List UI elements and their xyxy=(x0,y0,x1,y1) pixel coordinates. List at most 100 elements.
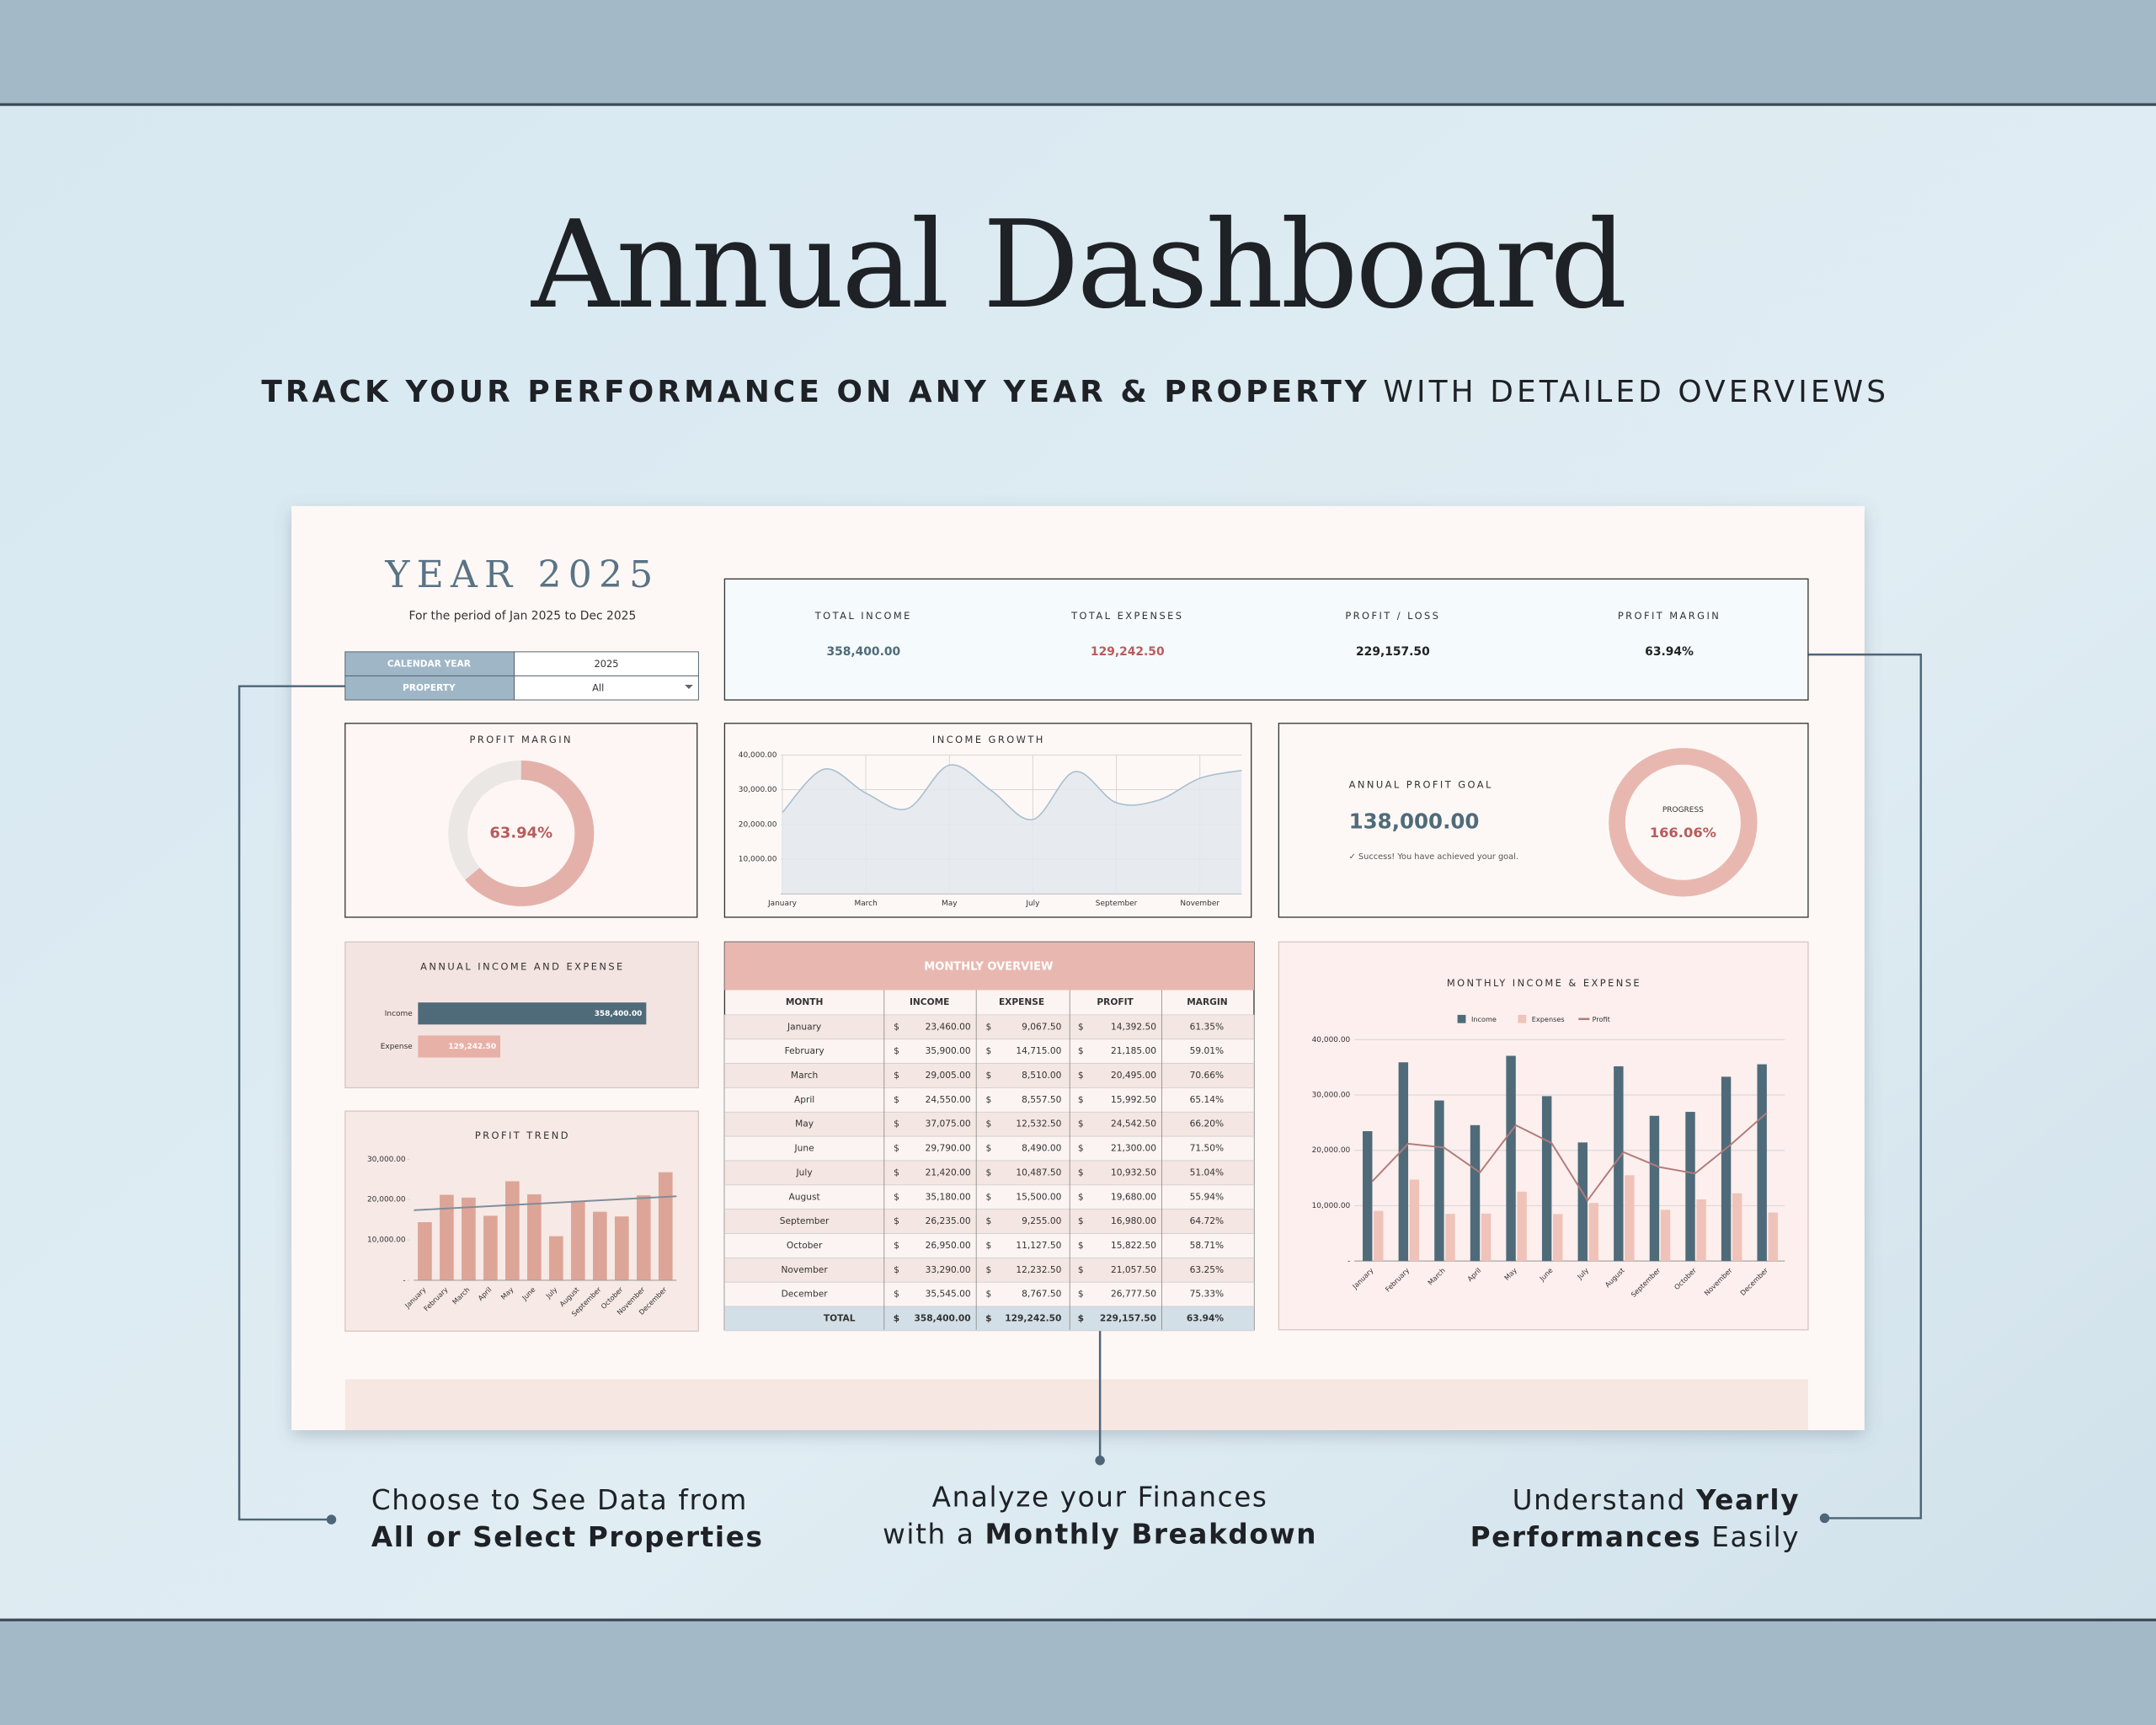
bar xyxy=(1409,1179,1420,1262)
currency-symbol: $ xyxy=(894,1215,899,1226)
bar xyxy=(440,1194,454,1280)
currency-symbol: $ xyxy=(985,1119,991,1130)
line xyxy=(1371,1112,1768,1203)
kpi-label: PROFIT MARGIN xyxy=(1618,610,1721,622)
table-cell: 21,420.00 xyxy=(926,1167,971,1178)
trend-line xyxy=(414,1195,677,1211)
currency-symbol: $ xyxy=(985,1264,991,1275)
bar xyxy=(1721,1076,1732,1262)
bar xyxy=(1363,1130,1373,1262)
bar xyxy=(614,1216,629,1280)
currency-symbol: $ xyxy=(985,1021,991,1032)
dot xyxy=(1819,1513,1830,1524)
currency-symbol: $ xyxy=(1078,1070,1084,1081)
currency-symbol: $ xyxy=(894,1313,899,1324)
legend-label: Expenses xyxy=(1532,1015,1565,1023)
table-row xyxy=(724,1135,1255,1162)
legend-swatch xyxy=(1518,1014,1527,1023)
currency-symbol: $ xyxy=(1078,1119,1084,1130)
table-cell: 14,392.50 xyxy=(1111,1021,1156,1032)
bar xyxy=(1660,1210,1671,1262)
bar xyxy=(1398,1062,1409,1262)
callout-line: Understand Yearly xyxy=(1513,1484,1801,1516)
legend-label: Profit xyxy=(1593,1015,1610,1023)
panel xyxy=(344,723,698,918)
chart-title: INCOME GROWTH xyxy=(932,734,1045,745)
currency-symbol: $ xyxy=(894,1045,899,1056)
donut-label: 63.94% xyxy=(489,824,552,841)
bar xyxy=(1517,1191,1527,1262)
filter-value-cell[interactable] xyxy=(514,651,699,676)
dot xyxy=(1095,1455,1105,1466)
currency-symbol: $ xyxy=(1078,1045,1084,1056)
goal-message: ✓ Success! You have achieved your goal. xyxy=(1349,852,1518,862)
table-cell: 29,005.00 xyxy=(926,1070,971,1081)
callout-line-part: Understand xyxy=(1513,1484,1696,1516)
table-row xyxy=(724,1281,1255,1307)
table-header: PROFIT xyxy=(1097,996,1134,1007)
callout-line: with a Monthly Breakdown xyxy=(883,1519,1317,1551)
currency-symbol: $ xyxy=(1078,1264,1084,1275)
y-tick-label: 40,000.00 xyxy=(739,751,777,760)
bar xyxy=(1588,1203,1599,1262)
legend-swatch xyxy=(1457,1014,1466,1023)
currency-symbol: $ xyxy=(894,1021,899,1032)
table-cell: August xyxy=(789,1191,820,1202)
currency-symbol: $ xyxy=(985,1313,991,1324)
table-cell: September xyxy=(780,1215,830,1226)
table-cell: 9,067.50 xyxy=(1022,1021,1061,1032)
table-cell: 8,557.50 xyxy=(1022,1094,1061,1105)
chart-title: PROFIT TREND xyxy=(475,1130,570,1141)
page-title: Annual Dashboard xyxy=(531,195,1625,335)
y-tick-label: - xyxy=(403,1277,405,1285)
currency-symbol: $ xyxy=(985,1045,991,1056)
area-line xyxy=(782,764,1242,820)
table-cell: 20,495.00 xyxy=(1111,1070,1156,1081)
currency-symbol: $ xyxy=(894,1143,899,1154)
currency-symbol: $ xyxy=(1078,1240,1084,1251)
table-cell: 75.33% xyxy=(1190,1289,1224,1300)
table-cell: 12,232.50 xyxy=(1016,1264,1061,1275)
table-row xyxy=(724,1087,1255,1113)
area-fill xyxy=(782,765,1242,895)
callout-line-part: Monthly Breakdown xyxy=(985,1519,1318,1551)
callout-line-part: with a xyxy=(883,1519,985,1551)
table-cell: 63.94% xyxy=(1187,1313,1225,1324)
kpi-label: PROFIT / LOSS xyxy=(1345,610,1440,622)
currency-symbol: $ xyxy=(894,1289,899,1300)
y-tick-label: 40,000.00 xyxy=(1312,1036,1351,1044)
table-row xyxy=(724,1014,1255,1040)
currency-symbol: $ xyxy=(894,1094,899,1105)
table-cell: 8,490.00 xyxy=(1022,1143,1061,1154)
currency-symbol: $ xyxy=(1078,1313,1084,1324)
table-row xyxy=(724,1233,1255,1258)
bar xyxy=(1696,1199,1706,1262)
table-cell: 61.35% xyxy=(1190,1021,1224,1032)
chart-title: ANNUAL INCOME AND EXPENSE xyxy=(420,960,625,972)
bar xyxy=(1685,1112,1695,1262)
callout-line: Analyze your Finances xyxy=(932,1482,1268,1514)
kpi-value: 229,157.50 xyxy=(1356,645,1430,659)
table-row xyxy=(724,1111,1255,1137)
table-row xyxy=(724,1063,1255,1088)
bar xyxy=(1768,1212,1778,1262)
table-cell: 37,075.00 xyxy=(926,1119,971,1130)
filter-value-cell[interactable] xyxy=(514,675,699,701)
x-tick-label: March xyxy=(854,900,877,908)
bar xyxy=(1541,1096,1552,1262)
table-cell: 229,157.50 xyxy=(1100,1313,1156,1324)
callout-line-part: Yearly xyxy=(1695,1484,1800,1516)
bar xyxy=(1506,1055,1516,1262)
goal-amount: 138,000.00 xyxy=(1349,809,1480,833)
table-cell: 35,545.00 xyxy=(926,1289,971,1300)
bar-category: Expense xyxy=(381,1043,414,1051)
year-title: YEAR 2025 xyxy=(384,553,659,596)
goal-title: ANNUAL PROFIT GOAL xyxy=(1349,779,1493,791)
table-cell: 65.14% xyxy=(1190,1094,1224,1105)
table-cell: 21,185.00 xyxy=(1111,1045,1156,1056)
bar-category: Income xyxy=(385,1010,413,1018)
table-cell: 64.72% xyxy=(1190,1215,1224,1226)
currency-symbol: $ xyxy=(985,1143,991,1154)
